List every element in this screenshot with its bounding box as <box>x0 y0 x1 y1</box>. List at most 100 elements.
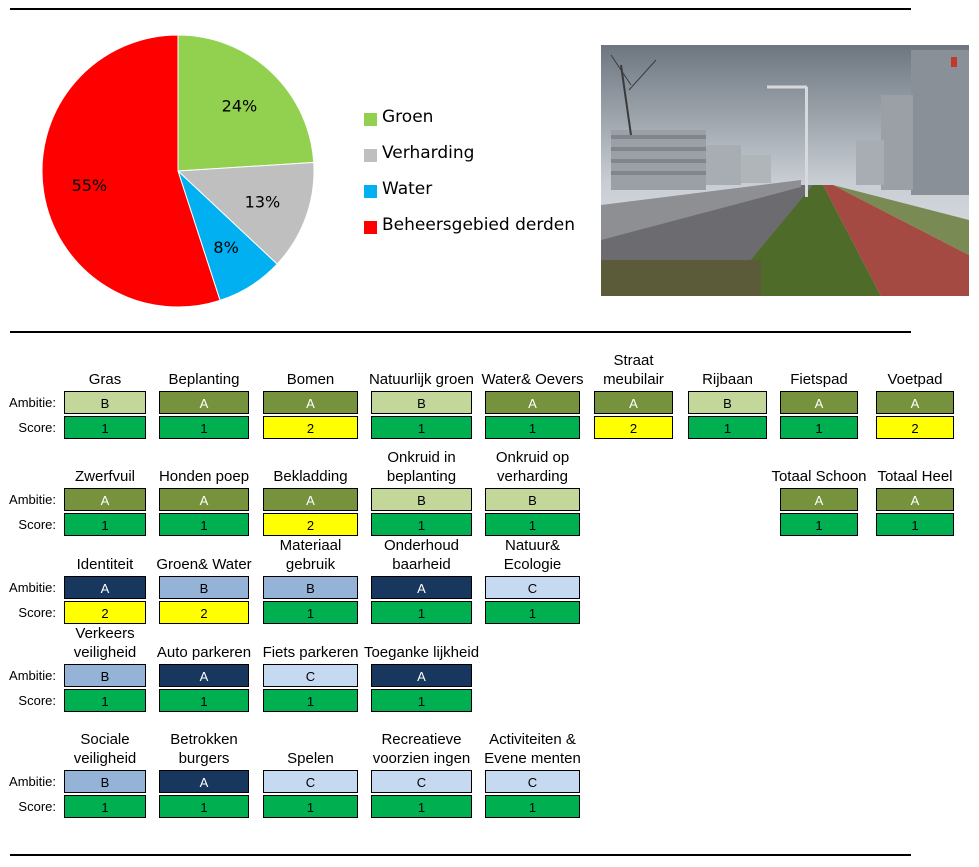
metric-title: Bomen <box>286 371 335 388</box>
score-cell: 1 <box>263 601 358 624</box>
score-cell: 2 <box>159 601 249 624</box>
ambitie-cell: A <box>876 488 954 511</box>
pie-chart: 24% 13% 8% 55% <box>41 34 315 308</box>
metric-title: Rijbaan <box>702 371 753 388</box>
score-cell: 1 <box>485 795 580 818</box>
ambitie-cell: B <box>371 391 472 414</box>
legend-label: Water <box>382 179 433 199</box>
ambitie-cell: B <box>371 488 472 511</box>
legend-label: Verharding <box>382 143 475 163</box>
score-row-label: Score: <box>18 420 56 435</box>
ambitie-cell: B <box>485 488 580 511</box>
legend-swatch <box>364 185 377 198</box>
ambitie-cell: C <box>263 664 358 687</box>
score-row-label: Score: <box>18 799 56 814</box>
ambitie-cell: B <box>688 391 767 414</box>
score-cell: 1 <box>263 689 358 712</box>
score-cell: 1 <box>64 795 146 818</box>
ambitie-cell: A <box>64 488 146 511</box>
ambitie-cell: A <box>780 391 858 414</box>
legend-label: Beheersgebied derden <box>382 215 576 235</box>
ambitie-cell: B <box>64 770 146 793</box>
metric-title: Betrokken burgers <box>170 731 238 767</box>
metric-title: Toeganke lijkheid <box>363 644 480 661</box>
score-cell: 1 <box>485 416 580 439</box>
ambitie-cell: A <box>371 664 472 687</box>
score-cell: 1 <box>780 513 858 536</box>
ambitie-cell: C <box>485 770 580 793</box>
score-cell: 1 <box>876 513 954 536</box>
score-cell: 1 <box>159 795 249 818</box>
score-cell: 1 <box>159 513 249 536</box>
score-cell: 2 <box>64 601 146 624</box>
ambitie-cell: A <box>159 770 249 793</box>
metric-title: Materiaal gebruik <box>279 537 342 573</box>
metric-title: Onkruid in beplanting <box>386 449 457 485</box>
score-cell: 1 <box>780 416 858 439</box>
ambitie-row-label: Ambitie: <box>9 492 56 507</box>
metric-title: Spelen <box>287 750 334 767</box>
score-cell: 1 <box>159 689 249 712</box>
score-cell: 1 <box>688 416 767 439</box>
ambitie-cell: A <box>371 576 472 599</box>
bottom-rule <box>10 854 911 856</box>
legend-swatch <box>364 149 377 162</box>
score-cell: 1 <box>371 795 472 818</box>
pie-slice-beheersgebied-derden <box>41 34 221 308</box>
metric-title: Onderhoud baarheid <box>383 537 460 573</box>
metric-title: Sociale veiligheid <box>73 731 137 767</box>
ambitie-cell: A <box>485 391 580 414</box>
pie-data-label: 55% <box>72 176 108 195</box>
ambitie-row-label: Ambitie: <box>9 580 56 595</box>
score-cell: 2 <box>263 513 358 536</box>
metric-title: Bekladding <box>273 468 348 485</box>
metric-title: Auto parkeren <box>156 644 252 661</box>
score-cell: 2 <box>876 416 954 439</box>
ambitie-cell: A <box>159 391 249 414</box>
ambitie-row-label: Ambitie: <box>9 395 56 410</box>
score-cell: 1 <box>371 416 472 439</box>
pie-slice-verharding <box>176 161 315 265</box>
metric-title: Fiets parkeren <box>262 644 359 661</box>
score-cell: 1 <box>485 513 580 536</box>
ambitie-cell: A <box>159 664 249 687</box>
middle-rule <box>10 331 911 333</box>
pie-data-label: 8% <box>213 238 238 257</box>
metric-title: Straat meubilair <box>603 352 664 388</box>
score-cell: 2 <box>594 416 673 439</box>
ambitie-cell: A <box>594 391 673 414</box>
score-cell: 1 <box>371 601 472 624</box>
metric-title: Verkeers veiligheid <box>73 625 137 661</box>
ambitie-cell: C <box>485 576 580 599</box>
pie-slice-groen <box>177 34 315 172</box>
score-cell: 1 <box>64 513 146 536</box>
ambitie-cell: A <box>263 391 358 414</box>
metric-title: Activiteiten & Evene menten <box>484 731 581 767</box>
score-cell: 1 <box>371 513 472 536</box>
street-photo <box>601 45 969 296</box>
score-row-label: Score: <box>18 693 56 708</box>
ambitie-cell: B <box>263 576 358 599</box>
metric-title: Recreatieve voorzien ingen <box>372 731 471 767</box>
top-rule <box>10 8 911 10</box>
metric-title: Identiteit <box>76 556 134 573</box>
ambitie-cell: A <box>159 488 249 511</box>
pie-data-label: 24% <box>222 97 258 116</box>
metric-title: Totaal Schoon <box>771 468 867 485</box>
ambitie-cell: B <box>64 391 146 414</box>
score-cell: 1 <box>485 601 580 624</box>
score-cell: 2 <box>263 416 358 439</box>
ambitie-cell: B <box>64 664 146 687</box>
score-cell: 1 <box>263 795 358 818</box>
score-cell: 1 <box>64 689 146 712</box>
score-row-label: Score: <box>18 517 56 532</box>
metric-title: Voetpad <box>887 371 943 388</box>
ambitie-cell: C <box>263 770 358 793</box>
metric-title: Zwerfvuil <box>74 468 135 485</box>
ambitie-cell: A <box>64 576 146 599</box>
score-row-label: Score: <box>18 605 56 620</box>
metric-title: Water& Oevers <box>481 371 584 388</box>
metric-title: Natuurlijk groen <box>368 371 475 388</box>
metric-title: Beplanting <box>168 371 240 388</box>
legend-swatch <box>364 221 377 234</box>
